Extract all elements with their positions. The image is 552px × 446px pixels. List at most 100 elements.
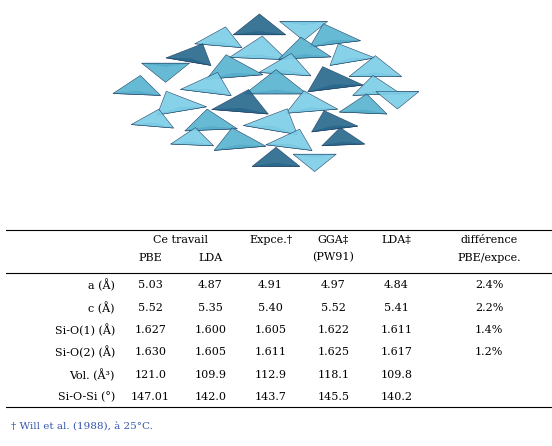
Polygon shape bbox=[212, 90, 268, 114]
Polygon shape bbox=[322, 142, 365, 146]
Polygon shape bbox=[279, 37, 331, 59]
Text: 140.2: 140.2 bbox=[380, 392, 412, 402]
Text: 1.605: 1.605 bbox=[254, 325, 286, 335]
Polygon shape bbox=[280, 21, 327, 41]
Text: 109.9: 109.9 bbox=[194, 370, 226, 380]
Polygon shape bbox=[245, 90, 307, 94]
Polygon shape bbox=[243, 125, 298, 134]
Polygon shape bbox=[339, 94, 387, 114]
Polygon shape bbox=[212, 108, 268, 114]
Polygon shape bbox=[286, 91, 338, 113]
Polygon shape bbox=[349, 73, 402, 77]
Polygon shape bbox=[195, 42, 242, 48]
Polygon shape bbox=[142, 63, 189, 66]
Polygon shape bbox=[280, 21, 327, 25]
Polygon shape bbox=[259, 54, 311, 76]
Text: 1.630: 1.630 bbox=[134, 347, 166, 357]
Text: 5.03: 5.03 bbox=[138, 281, 163, 290]
Polygon shape bbox=[166, 58, 211, 66]
Polygon shape bbox=[308, 85, 363, 92]
Text: 2.4%: 2.4% bbox=[475, 281, 503, 290]
Polygon shape bbox=[293, 154, 336, 157]
Text: Si-O-Si (°): Si-O-Si (°) bbox=[57, 392, 115, 402]
Polygon shape bbox=[308, 66, 363, 92]
Text: 112.9: 112.9 bbox=[254, 370, 286, 380]
Polygon shape bbox=[310, 24, 360, 47]
Text: 4.87: 4.87 bbox=[198, 281, 223, 290]
Polygon shape bbox=[142, 63, 189, 83]
Text: 1.600: 1.600 bbox=[194, 325, 226, 335]
Text: Vol. (Å³): Vol. (Å³) bbox=[70, 368, 115, 381]
Text: 121.0: 121.0 bbox=[134, 370, 166, 380]
Polygon shape bbox=[181, 89, 231, 95]
Polygon shape bbox=[206, 73, 263, 79]
Text: 143.7: 143.7 bbox=[254, 392, 286, 402]
Polygon shape bbox=[214, 128, 266, 150]
Polygon shape bbox=[233, 14, 286, 35]
Polygon shape bbox=[312, 111, 358, 132]
Text: 1.627: 1.627 bbox=[134, 325, 166, 335]
Polygon shape bbox=[266, 145, 312, 150]
Polygon shape bbox=[245, 70, 307, 94]
Text: 1.611: 1.611 bbox=[254, 347, 286, 357]
Text: Expce.†: Expce.† bbox=[249, 235, 292, 245]
Polygon shape bbox=[185, 126, 237, 131]
Polygon shape bbox=[349, 56, 402, 77]
Polygon shape bbox=[330, 44, 375, 66]
Polygon shape bbox=[330, 58, 375, 66]
Text: GGA‡: GGA‡ bbox=[318, 235, 349, 245]
Polygon shape bbox=[131, 109, 173, 128]
Text: (PW91): (PW91) bbox=[312, 252, 354, 263]
Polygon shape bbox=[243, 109, 298, 134]
Text: a (Å): a (Å) bbox=[88, 279, 115, 292]
Polygon shape bbox=[286, 108, 338, 113]
Polygon shape bbox=[339, 110, 387, 114]
Text: PBE: PBE bbox=[139, 252, 162, 263]
Polygon shape bbox=[376, 91, 419, 95]
Polygon shape bbox=[252, 163, 300, 166]
Polygon shape bbox=[259, 71, 311, 76]
Polygon shape bbox=[131, 124, 173, 128]
Text: 1.605: 1.605 bbox=[194, 347, 226, 357]
Text: 4.91: 4.91 bbox=[258, 281, 283, 290]
Text: 142.0: 142.0 bbox=[194, 392, 226, 402]
Text: 145.5: 145.5 bbox=[317, 392, 349, 402]
Polygon shape bbox=[322, 128, 365, 146]
Text: LDA: LDA bbox=[198, 252, 222, 263]
Polygon shape bbox=[171, 142, 214, 146]
Polygon shape bbox=[230, 55, 286, 60]
Text: LDA‡: LDA‡ bbox=[381, 235, 411, 245]
Polygon shape bbox=[266, 129, 312, 150]
Text: 4.84: 4.84 bbox=[384, 281, 408, 290]
Text: Si-O(1) (Å): Si-O(1) (Å) bbox=[55, 324, 115, 336]
Polygon shape bbox=[157, 91, 206, 115]
Polygon shape bbox=[230, 36, 286, 60]
Text: 1.622: 1.622 bbox=[317, 325, 349, 335]
Polygon shape bbox=[353, 91, 400, 95]
Polygon shape bbox=[181, 72, 231, 95]
Text: c (Å): c (Å) bbox=[88, 301, 115, 314]
Text: Si-O(2) (Å): Si-O(2) (Å) bbox=[55, 346, 115, 359]
Polygon shape bbox=[113, 75, 161, 95]
Text: 4.97: 4.97 bbox=[321, 281, 346, 290]
Text: 1.4%: 1.4% bbox=[475, 325, 503, 335]
Polygon shape bbox=[353, 75, 400, 95]
Text: 1.2%: 1.2% bbox=[475, 347, 503, 357]
Text: † Will et al. (1988), à 25°C.: † Will et al. (1988), à 25°C. bbox=[11, 422, 153, 432]
Text: 5.40: 5.40 bbox=[258, 303, 283, 313]
Polygon shape bbox=[233, 31, 286, 35]
Polygon shape bbox=[293, 154, 336, 172]
Polygon shape bbox=[195, 27, 242, 48]
Polygon shape bbox=[206, 55, 263, 79]
Text: 109.8: 109.8 bbox=[380, 370, 412, 380]
Text: différence: différence bbox=[460, 235, 518, 245]
Text: 1.625: 1.625 bbox=[317, 347, 349, 357]
Polygon shape bbox=[157, 107, 206, 115]
Polygon shape bbox=[171, 128, 214, 146]
Text: 118.1: 118.1 bbox=[317, 370, 349, 380]
Text: PBE/expce.: PBE/expce. bbox=[458, 252, 521, 263]
Polygon shape bbox=[113, 91, 161, 95]
Polygon shape bbox=[185, 109, 237, 131]
Polygon shape bbox=[310, 41, 360, 47]
Text: 5.52: 5.52 bbox=[138, 303, 163, 313]
